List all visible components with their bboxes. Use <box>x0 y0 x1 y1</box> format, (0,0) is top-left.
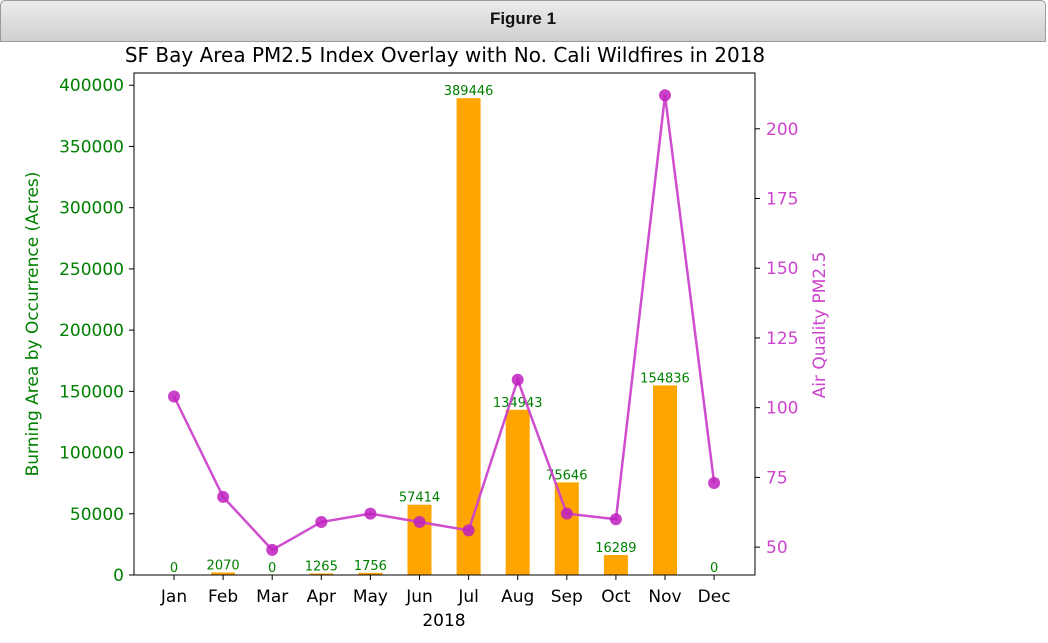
y2-tick-label: 200 <box>766 120 798 140</box>
y-tick-label: 100000 <box>59 444 124 464</box>
y-tick-label: 400000 <box>59 76 124 96</box>
pm25-point-aug <box>511 373 524 386</box>
pm25-line <box>172 95 716 552</box>
bar-jul <box>456 98 481 576</box>
x-tick-label: Dec <box>698 587 731 607</box>
bar-value-label: 134943 <box>493 396 543 411</box>
y-tick-label: 250000 <box>59 260 124 280</box>
x-axis-label: 2018 <box>422 611 465 631</box>
x-tick-label: Apr <box>307 587 336 607</box>
y-tick-label: 300000 <box>59 199 124 219</box>
bar-jun <box>407 504 432 575</box>
y2-tick-label: 50 <box>766 538 788 558</box>
y2-axis-label: Air Quality PM2.5 <box>810 252 830 399</box>
x-tick-label: Jun <box>405 587 433 607</box>
bar-value-label: 154836 <box>640 371 690 386</box>
bar-value-label: 0 <box>268 561 276 576</box>
bar-value-label: 57414 <box>399 491 440 506</box>
window-titlebar[interactable]: Figure 1 <box>0 0 1046 42</box>
y2-tick-label: 100 <box>766 399 798 419</box>
y2-tick-label: 175 <box>766 190 798 210</box>
bar-apr <box>309 573 334 575</box>
chart-title: SF Bay Area PM2.5 Index Overlay with No.… <box>125 43 765 67</box>
window-title: Figure 1 <box>489 9 557 28</box>
bar-aug <box>505 409 530 575</box>
bar-may <box>358 572 383 575</box>
y-tick-label: 200000 <box>59 321 124 341</box>
bar-nov <box>653 385 677 575</box>
x-tick-label: Aug <box>501 587 534 607</box>
bar-value-label: 0 <box>710 561 718 576</box>
bar-value-label: 1756 <box>354 559 387 574</box>
pm25-point-dec <box>708 476 721 489</box>
bar-feb <box>211 572 236 575</box>
bar-sep <box>554 482 579 575</box>
y2-tick-label: 125 <box>766 329 798 349</box>
plot-frame <box>133 72 756 576</box>
y2-tick-label: 75 <box>766 468 788 488</box>
bar-value-label: 1265 <box>305 559 338 574</box>
pm25-point-apr <box>315 516 328 529</box>
bar-oct <box>603 555 628 575</box>
pm25-point-sep <box>560 507 573 520</box>
y2-tick-label: 150 <box>766 259 798 279</box>
y-tick-label: 50000 <box>70 505 124 525</box>
x-tick-label: Oct <box>601 587 631 607</box>
bar-value-label: 389446 <box>444 84 494 99</box>
y-tick-label: 150000 <box>59 382 124 402</box>
y-tick-label: 350000 <box>59 137 124 157</box>
pm25-point-nov <box>659 89 671 102</box>
bar-value-label: 2070 <box>207 558 240 573</box>
pm25-point-feb <box>217 490 230 503</box>
pm25-point-jun <box>413 516 426 529</box>
x-tick-label: Jul <box>457 587 479 607</box>
pm25-point-jul <box>462 524 475 537</box>
pm25-point-jan <box>168 390 180 403</box>
pm25-point-oct <box>609 513 622 526</box>
x-tick-label: Feb <box>208 587 238 607</box>
pm25-point-may <box>364 507 377 520</box>
pm25-point-mar <box>266 543 279 556</box>
y-axis-label: Burning Area by Occurrence (Acres) <box>23 172 43 477</box>
x-tick-label: Nov <box>648 587 681 607</box>
y-tick-label: 0 <box>113 566 124 586</box>
bar-value-label: 16289 <box>595 541 636 556</box>
bar-value-label: 75646 <box>546 468 587 483</box>
x-tick-label: Mar <box>256 587 288 607</box>
x-tick-label: May <box>353 587 388 607</box>
bar-value-label: 0 <box>170 561 178 576</box>
x-tick-label: Jan <box>160 587 187 607</box>
x-tick-label: Sep <box>551 587 583 607</box>
